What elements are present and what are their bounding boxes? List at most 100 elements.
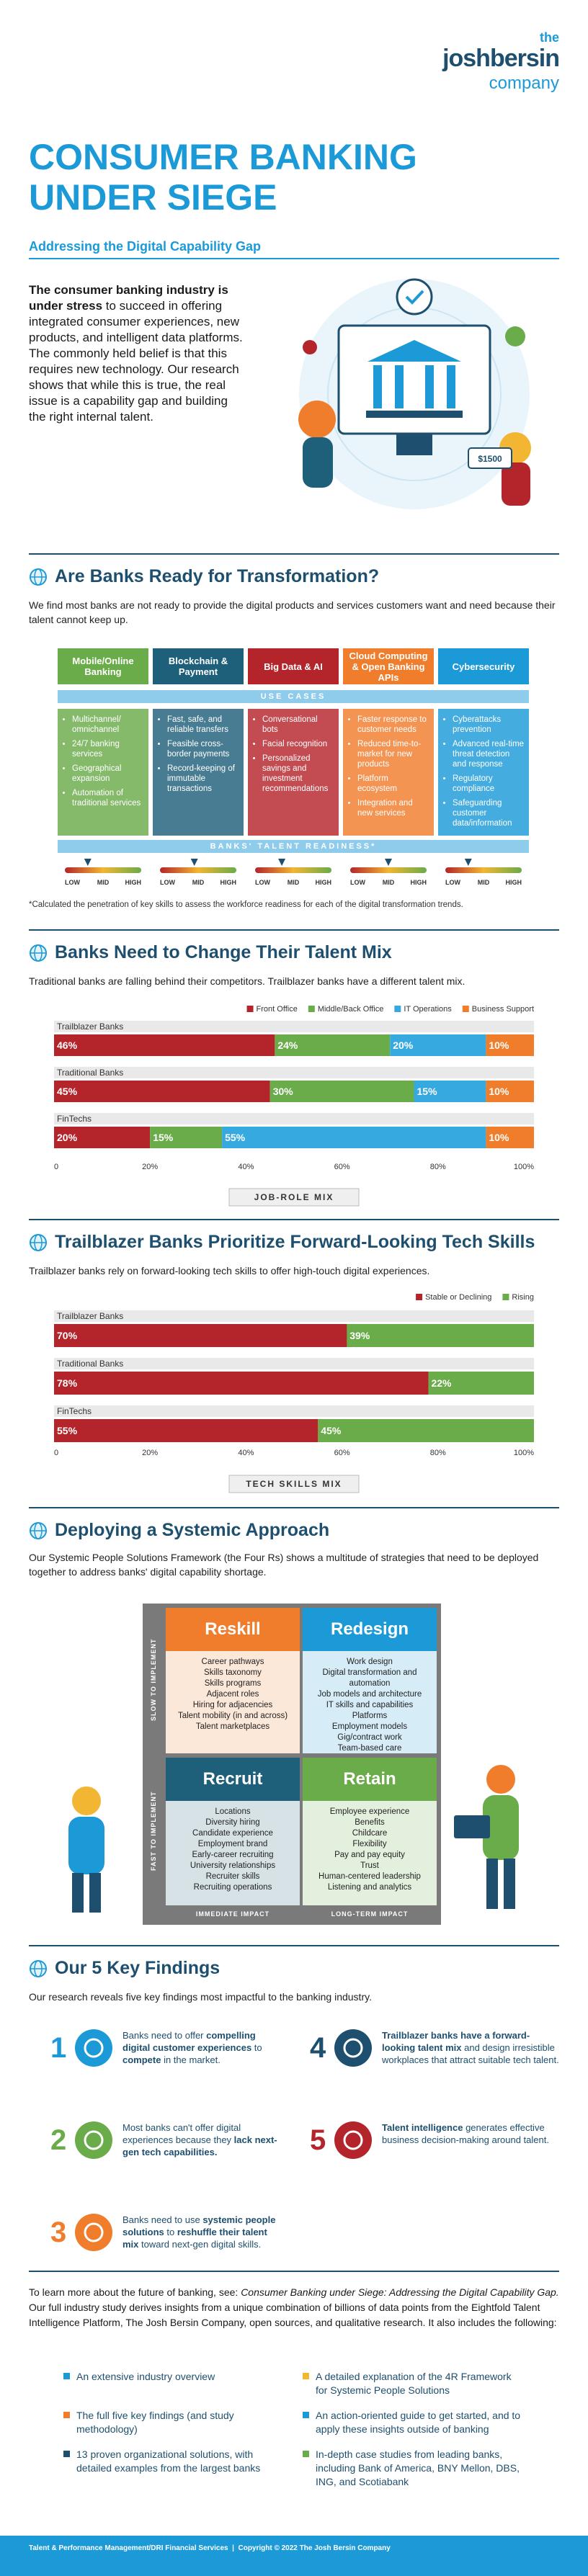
text-run: To learn more about the future of bankin… <box>29 2286 241 2298</box>
section-title: Banks Need to Change Their Talent Mix <box>55 942 392 962</box>
subtitle-rule <box>29 258 559 259</box>
use-case: Platform ecosystem <box>357 774 429 794</box>
icon-circle <box>334 2029 372 2067</box>
head <box>486 1765 515 1794</box>
finding-text: Banks need to use systemic people soluti… <box>122 2214 281 2250</box>
footnote: *Calculated the penetration of key skill… <box>29 900 463 909</box>
gauge-tick-label: LOW <box>350 879 365 886</box>
bullet-square <box>63 2412 70 2418</box>
bank-roof <box>368 340 461 362</box>
use-case: Fast, safe, and reliable transfers <box>167 715 239 735</box>
use-case-list: Fast, safe, and reliable transfers Feasib… <box>153 709 244 836</box>
use-case: Advanced real-time threat detection and … <box>453 739 525 769</box>
quadrant-item: Skills programs <box>204 1679 262 1688</box>
quadrant-item: Talent marketplaces <box>195 1722 270 1731</box>
bullet-text: An action-oriented guide to get started,… <box>316 2410 521 2435</box>
bullet-square <box>63 2451 70 2457</box>
value-label: 15% <box>417 1086 438 1097</box>
gauge-marker <box>278 859 286 866</box>
quadrant: Recruit Locations Diversity hiring Candidat… <box>166 1758 300 1905</box>
x-tick-label: 20% <box>142 1163 158 1171</box>
monitor-stand <box>396 434 432 455</box>
price-card <box>468 447 512 469</box>
x-tick-label: 100% <box>514 1163 534 1171</box>
x-tick-label: 80% <box>430 1449 446 1457</box>
gauge-marker <box>190 859 198 866</box>
axis-title-box <box>228 1188 360 1207</box>
coin <box>505 326 525 346</box>
bar-segment <box>54 1034 275 1056</box>
quadrant-item: Recruiter skills <box>205 1872 260 1881</box>
column-header: Cybersecurity <box>438 648 529 684</box>
quadrant-item: Listening and analytics <box>327 1883 412 1892</box>
quadrant-item: Job models and architecture <box>317 1690 422 1699</box>
column-header: Cloud Computing & Open Banking APIs <box>343 648 434 684</box>
finding-number: 3 <box>50 2217 67 2248</box>
use-case: Feasible cross-border payments <box>167 739 239 759</box>
bar-segment <box>486 1081 534 1102</box>
axis-label: LONG-TERM IMPACT <box>331 1910 409 1918</box>
text-run: reshuffle their talent mix <box>122 2227 267 2250</box>
text-run: and design irresistible workplaces that … <box>382 2042 559 2065</box>
finding-text: Trailblazer banks have a forward-looking… <box>382 2029 559 2066</box>
bank-column <box>425 365 434 408</box>
icon-glyph <box>84 2222 104 2242</box>
bullet-square <box>303 2373 309 2379</box>
x-tick-label: 100% <box>514 1449 534 1457</box>
gauge-tick-label: MID <box>288 879 300 886</box>
bank-base <box>366 411 463 418</box>
section-text: Trailblazer banks rely on forward-lookin… <box>29 1265 430 1276</box>
footer-band <box>0 2536 588 2576</box>
value-label: 10% <box>489 1039 509 1051</box>
bullet-square <box>303 2412 309 2418</box>
finding-number: 4 <box>310 2032 326 2064</box>
value-label: 10% <box>489 1086 509 1097</box>
icon-circle <box>75 2121 112 2159</box>
text-run: in the market. <box>161 2054 220 2065</box>
row-label-band <box>54 1113 534 1124</box>
use-case: Automation of traditional services <box>72 788 144 808</box>
icon-circle <box>334 2121 372 2159</box>
x-tick-label: 0 <box>54 1163 58 1171</box>
use-case-list: Cyberattacks prevention Advanced real-tim… <box>438 709 529 836</box>
legend-swatch <box>394 1006 401 1012</box>
value-label: 78% <box>57 1377 78 1389</box>
quadrant-item: University relationships <box>190 1861 276 1870</box>
band-label: BANKS' TALENT READINESS* <box>58 840 529 853</box>
value-label: 55% <box>57 1425 78 1436</box>
legend-swatch <box>462 1006 469 1012</box>
use-case: Conversational bots <box>262 715 334 735</box>
quadrant-item: Trust <box>360 1861 379 1870</box>
column-header: Blockchain & Payment <box>153 648 244 684</box>
legend-label: IT Operations <box>404 1005 452 1014</box>
column-header: Big Data & AI <box>248 648 339 684</box>
person-left <box>298 401 336 438</box>
value-label: 24% <box>277 1039 298 1051</box>
quadrant-item: Employee experience <box>329 1807 410 1816</box>
icon-glyph <box>343 2038 363 2058</box>
column-header: Mobile/Online Banking <box>58 648 148 684</box>
stacked-bar-chart: Rising Stable or Declining Trailblazer Ban… <box>54 1293 534 1493</box>
section-divider <box>29 1945 559 1946</box>
x-tick-label: 60% <box>334 1163 350 1171</box>
band-label: USE CASES <box>58 690 529 703</box>
gauge-tick-label: MID <box>478 879 490 886</box>
use-case-list: Conversational bots Facial recognition Per… <box>248 709 339 836</box>
quadrant: Redesign Work design Digital transformatio… <box>303 1608 437 1753</box>
finding-text: Talent intelligence generates effective … <box>382 2121 559 2146</box>
text-run: generates effective business decision-ma… <box>382 2122 549 2145</box>
bar-segment <box>390 1034 486 1056</box>
quadrant-item: Skills taxonomy <box>204 1668 262 1677</box>
text-run: Our full industry study derives insights… <box>29 2302 557 2328</box>
logo-company: company <box>489 73 559 93</box>
globe-icon <box>30 1960 47 1977</box>
globe-icon <box>30 1234 47 1251</box>
value-label: 15% <box>153 1132 174 1143</box>
gauge-tick-label: HIGH <box>506 879 522 886</box>
bullet-text: 13 proven organizational solutions, with… <box>76 2448 261 2474</box>
quadrant-items: Work design Digital transformation and au… <box>303 1657 437 1754</box>
gauge-tick-label: LOW <box>255 879 270 886</box>
page-title: CONSUMER BANKING UNDER SIEGE <box>29 137 417 218</box>
category-label: Traditional Banks <box>57 1068 123 1078</box>
